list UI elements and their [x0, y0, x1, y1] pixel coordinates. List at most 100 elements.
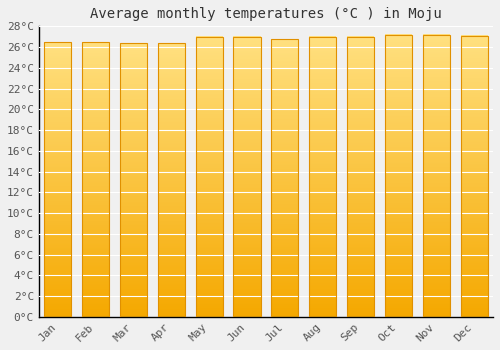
Bar — [158, 295, 185, 296]
Bar — [196, 280, 223, 282]
Bar — [234, 251, 260, 252]
Bar — [234, 154, 260, 156]
Bar — [158, 204, 185, 206]
Bar — [82, 307, 109, 309]
Bar — [309, 176, 336, 178]
Bar — [234, 87, 260, 89]
Bar — [385, 97, 412, 98]
Bar — [82, 142, 109, 144]
Bar — [271, 105, 298, 107]
Bar — [385, 201, 412, 203]
Bar — [460, 142, 488, 144]
Bar — [234, 283, 260, 285]
Bar — [309, 183, 336, 185]
Bar — [422, 261, 450, 263]
Bar — [44, 263, 72, 265]
Bar — [271, 170, 298, 172]
Bar — [82, 175, 109, 176]
Bar — [196, 48, 223, 49]
Bar — [44, 127, 72, 128]
Bar — [271, 89, 298, 90]
Bar — [120, 185, 147, 187]
Bar — [385, 268, 412, 270]
Bar — [120, 240, 147, 242]
Bar — [158, 280, 185, 281]
Bar — [347, 113, 374, 115]
Bar — [460, 212, 488, 214]
Bar — [44, 181, 72, 182]
Bar — [82, 87, 109, 89]
Bar — [44, 274, 72, 275]
Bar — [347, 69, 374, 70]
Bar — [460, 277, 488, 279]
Bar — [347, 278, 374, 279]
Bar — [309, 224, 336, 226]
Bar — [196, 292, 223, 293]
Bar — [460, 111, 488, 113]
Bar — [196, 56, 223, 58]
Bar — [385, 118, 412, 119]
Bar — [271, 110, 298, 111]
Bar — [82, 277, 109, 278]
Bar — [82, 194, 109, 196]
Bar — [82, 163, 109, 164]
Bar — [82, 286, 109, 288]
Bar — [158, 195, 185, 196]
Bar — [82, 127, 109, 128]
Bar — [309, 286, 336, 287]
Bar — [460, 110, 488, 112]
Bar — [120, 300, 147, 302]
Bar — [82, 253, 109, 255]
Bar — [234, 43, 260, 45]
Bar — [271, 219, 298, 221]
Bar — [422, 257, 450, 259]
Bar — [309, 253, 336, 255]
Bar — [347, 116, 374, 118]
Bar — [460, 211, 488, 213]
Bar — [460, 272, 488, 273]
Bar — [196, 306, 223, 307]
Bar — [44, 123, 72, 124]
Bar — [422, 36, 450, 37]
Bar — [196, 210, 223, 212]
Bar — [460, 130, 488, 131]
Bar — [44, 75, 72, 76]
Bar — [347, 161, 374, 163]
Bar — [460, 190, 488, 192]
Bar — [44, 275, 72, 277]
Bar — [158, 122, 185, 124]
Bar — [460, 159, 488, 161]
Bar — [271, 114, 298, 115]
Bar — [385, 38, 412, 40]
Bar — [347, 260, 374, 262]
Bar — [196, 136, 223, 138]
Bar — [385, 77, 412, 78]
Bar — [309, 303, 336, 304]
Bar — [82, 135, 109, 137]
Bar — [234, 53, 260, 55]
Bar — [347, 203, 374, 205]
Bar — [422, 34, 450, 36]
Bar — [271, 77, 298, 79]
Bar — [234, 133, 260, 135]
Bar — [309, 168, 336, 170]
Bar — [271, 223, 298, 225]
Bar — [309, 279, 336, 280]
Bar — [158, 260, 185, 262]
Bar — [158, 136, 185, 138]
Bar — [120, 149, 147, 151]
Bar — [460, 203, 488, 204]
Bar — [422, 279, 450, 280]
Bar — [120, 217, 147, 218]
Bar — [44, 69, 72, 71]
Bar — [234, 231, 260, 233]
Bar — [158, 275, 185, 277]
Bar — [309, 178, 336, 180]
Bar — [271, 217, 298, 218]
Bar — [120, 154, 147, 155]
Bar — [385, 184, 412, 186]
Bar — [460, 313, 488, 314]
Bar — [120, 147, 147, 148]
Bar — [422, 173, 450, 174]
Bar — [271, 186, 298, 188]
